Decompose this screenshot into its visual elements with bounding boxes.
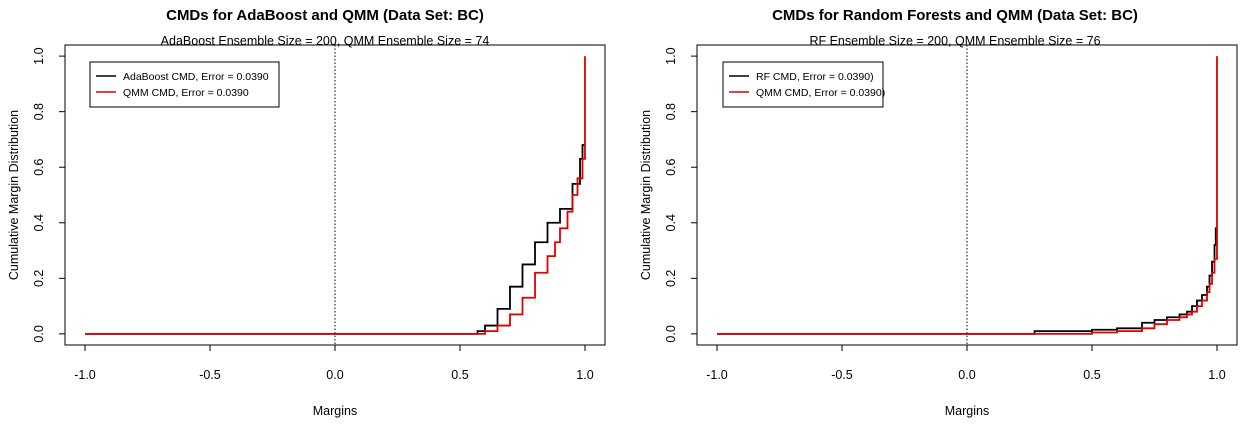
legend-box (722, 61, 884, 108)
y-tick-label: 0.2 (32, 270, 46, 287)
y-axis-label: Cumulative Margin Distribution (639, 110, 653, 280)
x-tick-label: 0.5 (1083, 368, 1100, 382)
x-tick-label: -1.0 (706, 368, 728, 382)
legend-label: QMM CMD, Error = 0.0390 (123, 87, 249, 99)
legend-box (89, 61, 280, 108)
y-tick-label: 0.2 (664, 270, 678, 287)
y-tick-label: 0.6 (32, 158, 46, 175)
chart-panel-1: CMDs for AdaBoost and QMM (Data Set: BC)… (7, 7, 606, 418)
chart-subtitle: AdaBoost Ensemble Size = 200, QMM Ensemb… (161, 34, 490, 48)
chart-panel-2: CMDs for Random Forests and QMM (Data Se… (639, 7, 1238, 418)
x-tick-label: 0.5 (451, 368, 468, 382)
y-tick-label: 1.0 (664, 47, 678, 64)
y-tick-label: 0.0 (32, 325, 46, 342)
x-axis-label: Margins (945, 404, 989, 418)
x-axis-label: Margins (313, 404, 357, 418)
y-tick-label: 1.0 (32, 47, 46, 64)
chart-subtitle: RF Ensemble Size = 200, QMM Ensemble Siz… (809, 34, 1100, 48)
legend-label: QMM CMD, Error = 0.0390) (756, 87, 885, 99)
y-tick-label: 0.4 (664, 214, 678, 231)
legend: RF CMD, Error = 0.0390) QMM CMD, Error = … (722, 61, 885, 108)
x-tick-label: 0.0 (958, 368, 975, 382)
y-axis-label: Cumulative Margin Distribution (7, 110, 21, 280)
chart-title: CMDs for AdaBoost and QMM (Data Set: BC) (166, 7, 484, 24)
y-tick-label: 0.8 (32, 103, 46, 120)
x-tick-label: -0.5 (831, 368, 853, 382)
legend-label: RF CMD, Error = 0.0390) (756, 71, 874, 83)
series-line-qmm (717, 56, 1218, 335)
x-tick-label: 1.0 (576, 368, 593, 382)
series-line-primary (85, 144, 585, 335)
legend: AdaBoost CMD, Error = 0.0390 QMM CMD, Err… (89, 61, 280, 108)
x-tick-label: -0.5 (199, 368, 221, 382)
y-tick-label: 0.6 (664, 158, 678, 175)
chart-title: CMDs for Random Forests and QMM (Data Se… (772, 7, 1138, 24)
legend-label: AdaBoost CMD, Error = 0.0390 (123, 71, 269, 83)
series-line-qmm (85, 56, 586, 335)
y-tick-label: 0.8 (664, 103, 678, 120)
y-tick-label: 0.0 (664, 325, 678, 342)
y-tick-label: 0.4 (32, 214, 46, 231)
x-tick-label: 1.0 (1208, 368, 1225, 382)
x-tick-label: -1.0 (74, 368, 96, 382)
x-tick-label: 0.0 (326, 368, 343, 382)
